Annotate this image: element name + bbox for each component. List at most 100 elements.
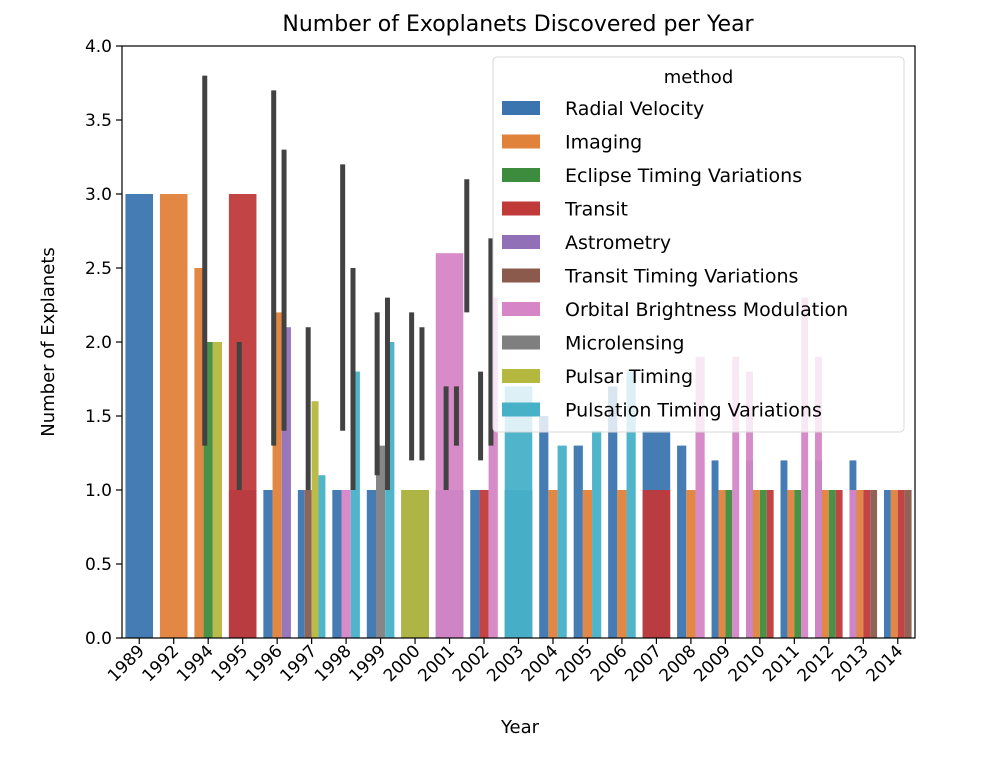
x-tick-label: 2005 [552, 641, 597, 686]
bar-2014-transit [897, 490, 905, 638]
bar-2009-orbital-brightness-modulation [732, 356, 740, 638]
bar-2012-orbital-brightness-modulation [815, 356, 822, 638]
bar-1996-radial-velocity [263, 490, 273, 638]
x-tick-label: 1999 [345, 641, 390, 686]
legend-label: Radial Velocity [565, 98, 704, 120]
x-tick-label: 2001 [414, 641, 459, 686]
legend-box [492, 56, 905, 433]
bar-2010-imaging [752, 490, 760, 638]
x-tick-label: 2000 [380, 641, 425, 686]
bar-2010-eclipse-timing-variations [759, 490, 767, 638]
bar-1995-transit [228, 194, 257, 638]
bar-2005-pulsation-timing-variations [592, 430, 602, 638]
x-tick-label: 2013 [828, 641, 873, 686]
bar-1998-orbital-brightness-modulation [341, 490, 351, 638]
bar-2006-radial-velocity [608, 386, 618, 638]
bar-1994-eclipse-timing-variations [203, 342, 213, 638]
x-tick-label: 2009 [690, 641, 735, 686]
x-tick-label: 1994 [173, 641, 218, 686]
legend-label: Microlensing [565, 333, 684, 355]
bar-1996-imaging [272, 312, 282, 638]
y-tick-label: 2.5 [85, 259, 112, 279]
bar-2011-orbital-brightness-modulation [801, 297, 809, 638]
bar-1997-radial-velocity [297, 490, 305, 638]
bar-2008-orbital-brightness-modulation [695, 356, 705, 638]
legend-label: Orbital Brightness Modulation [565, 299, 848, 321]
error-bars-layer [202, 75, 494, 490]
x-axis-label: Year [500, 717, 540, 738]
bar-2010-transit [766, 490, 774, 638]
bar-2014-radial-velocity [883, 490, 891, 638]
bar-2002-transit [479, 490, 489, 638]
bar-2004-pulsation-timing-variations [557, 445, 567, 638]
legend-label: Transit Timing Variations [564, 266, 798, 288]
bar-2013-imaging [856, 490, 864, 638]
bar-2007-transit [642, 490, 671, 638]
y-tick-label: 3.0 [85, 185, 112, 205]
x-tick-label: 1997 [276, 641, 321, 686]
legend-title: method [664, 67, 734, 88]
x-tick-label: 2011 [759, 641, 804, 686]
bar-1999-radial-velocity [366, 490, 376, 638]
bar-1989-radial-velocity [125, 194, 154, 638]
bar-1997-pulsar-timing [311, 401, 319, 638]
legend-swatch [502, 101, 540, 115]
x-tick-label: 2010 [725, 641, 770, 686]
bar-2009-imaging [718, 490, 726, 638]
x-tick-label: 1998 [311, 641, 356, 686]
bars-layer [125, 194, 912, 638]
bar-1998-pulsation-timing-variations [350, 371, 360, 638]
x-tick-label: 2012 [794, 641, 839, 686]
bar-2011-imaging [787, 490, 795, 638]
legend-swatch [502, 302, 540, 316]
legend-swatch [502, 335, 540, 350]
bar-2008-imaging [686, 490, 696, 638]
x-tick-label: 2007 [621, 641, 666, 686]
y-tick-label: 1.0 [85, 481, 112, 501]
bar-2002-orbital-brightness-modulation [488, 297, 498, 638]
legend-swatch [502, 268, 540, 283]
legend-swatch [502, 168, 540, 182]
bar-2012-imaging [821, 490, 829, 638]
y-tick-label: 3.5 [85, 111, 112, 131]
bar-2013-transit-timing-variations [870, 490, 878, 638]
bar-1996-astrometry [281, 327, 291, 638]
bar-2004-radial-velocity [539, 416, 549, 638]
bar-2008-radial-velocity [677, 445, 687, 638]
bar-2011-radial-velocity [780, 460, 788, 638]
x-tick-label: 1996 [242, 641, 287, 686]
bar-2009-radial-velocity [711, 460, 719, 638]
bar-2014-transit-timing-variations [904, 490, 912, 638]
legend-label: Imaging [565, 132, 642, 154]
bar-1992-imaging [159, 194, 188, 638]
y-tick-label: 4.0 [85, 37, 112, 57]
chart-title: Number of Exoplanets Discovered per Year [282, 12, 754, 37]
bar-2013-orbital-brightness-modulation [849, 490, 857, 638]
legend-swatch [502, 134, 540, 149]
bar-2010-orbital-brightness-modulation [746, 371, 753, 638]
bar-2014-imaging [890, 490, 898, 638]
bar-2006-pulsation-timing-variations [626, 371, 636, 638]
bar-1994-imaging [194, 268, 204, 638]
bar-2001-orbital-brightness-modulation [435, 253, 464, 638]
bar-1994-pulsar-timing [212, 342, 222, 638]
legend-swatch [502, 369, 540, 383]
legend-swatch [502, 201, 540, 216]
y-tick-label: 0.0 [85, 629, 112, 649]
x-tick-label: 1995 [207, 641, 252, 686]
bar-2002-radial-velocity [470, 490, 480, 638]
x-tick-label: 2003 [483, 641, 528, 686]
legend-label: Astrometry [565, 232, 671, 254]
bar-1997-transit-timing-variations [304, 490, 312, 638]
legend: method Radial Velocity Imaging Eclipse Timi… [492, 56, 905, 433]
x-tick-label: 2014 [863, 641, 908, 686]
y-axis-label: Number of Explanets [38, 247, 59, 437]
x-tick-label: 2004 [518, 641, 563, 686]
bar-1999-microlensing [375, 445, 386, 638]
bar-2005-imaging [582, 490, 593, 638]
bar-2011-eclipse-timing-variations [794, 490, 802, 638]
bar-2004-imaging [548, 490, 558, 638]
y-tick-label: 0.5 [85, 555, 112, 575]
bar-2006-imaging [617, 490, 627, 638]
